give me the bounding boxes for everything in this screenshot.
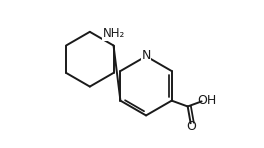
Text: N: N [142,49,151,62]
Text: OH: OH [197,94,216,107]
Text: O: O [186,120,196,133]
Text: NH₂: NH₂ [102,27,125,40]
